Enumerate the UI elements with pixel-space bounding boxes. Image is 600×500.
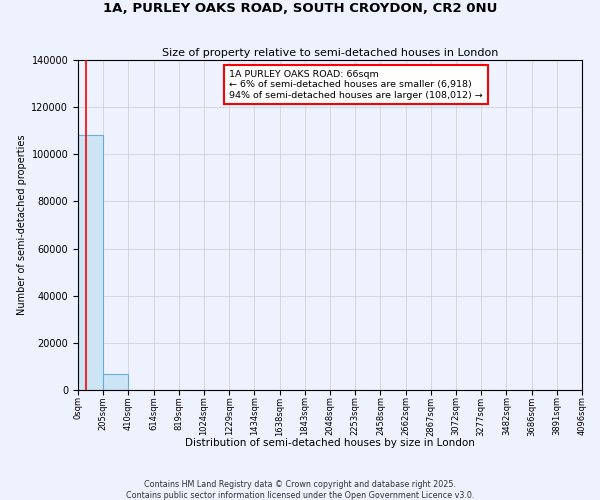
Bar [78, 136, 103, 390]
Text: 1A PURLEY OAKS ROAD: 66sqm
← 6% of semi-detached houses are smaller (6,918)
94% : 1A PURLEY OAKS ROAD: 66sqm ← 6% of semi-… [229, 70, 483, 100]
Bar [103, 374, 128, 390]
X-axis label: Distribution of semi-detached houses by size in London: Distribution of semi-detached houses by … [185, 438, 475, 448]
Text: 1A, PURLEY OAKS ROAD, SOUTH CROYDON, CR2 0NU: 1A, PURLEY OAKS ROAD, SOUTH CROYDON, CR2… [103, 2, 497, 16]
Title: Size of property relative to semi-detached houses in London: Size of property relative to semi-detach… [162, 48, 498, 58]
Text: Contains HM Land Registry data © Crown copyright and database right 2025.
Contai: Contains HM Land Registry data © Crown c… [126, 480, 474, 500]
Y-axis label: Number of semi-detached properties: Number of semi-detached properties [17, 134, 27, 316]
